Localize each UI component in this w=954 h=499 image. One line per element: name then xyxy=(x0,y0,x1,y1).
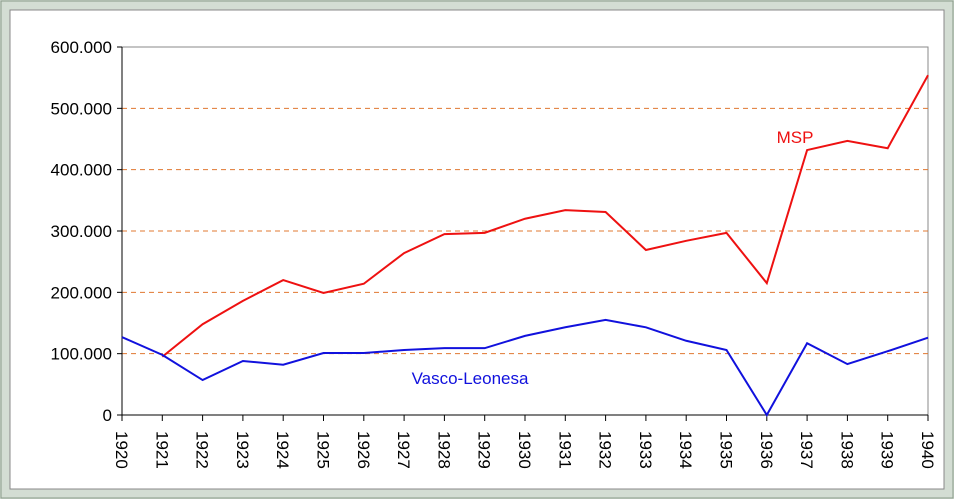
x-tick-label: 1932 xyxy=(596,431,615,469)
series-line xyxy=(161,74,929,358)
x-tick-label: 1930 xyxy=(515,431,534,469)
x-tick-label: 1934 xyxy=(676,431,695,469)
x-tick-label: 1931 xyxy=(555,431,574,469)
x-tick-label: 1921 xyxy=(152,431,171,469)
x-tick-label: 1926 xyxy=(354,431,373,469)
x-tick-label: 1924 xyxy=(273,431,292,469)
series-label: MSP xyxy=(777,128,814,147)
y-tick-label: 600.000 xyxy=(51,38,112,57)
x-tick-label: 1933 xyxy=(636,431,655,469)
x-tick-label: 1935 xyxy=(717,431,736,469)
x-tick-label: 1936 xyxy=(757,431,776,469)
x-tick-label: 1939 xyxy=(878,431,897,469)
x-tick-label: 1922 xyxy=(193,431,212,469)
y-tick-label: 400.000 xyxy=(51,161,112,180)
y-tick-label: 200.000 xyxy=(51,283,112,302)
y-tick-label: 100.000 xyxy=(51,345,112,364)
chart-panel xyxy=(9,9,945,490)
y-tick-label: 0 xyxy=(103,406,112,425)
x-tick-label: 1928 xyxy=(434,431,453,469)
x-tick-label: 1923 xyxy=(233,431,252,469)
x-tick-label: 1925 xyxy=(314,431,333,469)
y-tick-label: 500.000 xyxy=(51,99,112,118)
y-tick-label: 300.000 xyxy=(51,222,112,241)
x-tick-label: 1929 xyxy=(475,431,494,469)
x-tick-label: 1937 xyxy=(797,431,816,469)
x-tick-label: 1940 xyxy=(918,431,937,469)
x-tick-label: 1920 xyxy=(112,431,131,469)
series-line xyxy=(121,318,929,417)
x-tick-label: 1927 xyxy=(394,431,413,469)
x-tick-label: 1938 xyxy=(837,431,856,469)
series-label: Vasco-Leonesa xyxy=(412,369,529,388)
